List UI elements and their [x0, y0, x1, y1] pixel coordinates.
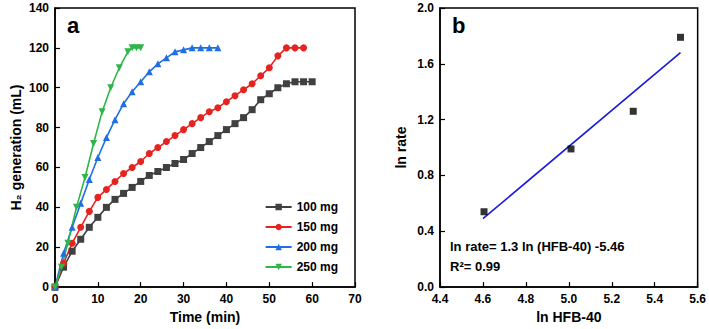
svg-text:70: 70	[348, 292, 362, 306]
svg-text:5.6: 5.6	[689, 292, 706, 306]
svg-text:200 mg: 200 mg	[297, 240, 338, 254]
svg-text:ln rate= 1.3 ln (HFB-40) -5.46: ln rate= 1.3 ln (HFB-40) -5.46	[450, 239, 624, 254]
svg-text:250 mg: 250 mg	[297, 260, 338, 274]
svg-text:a: a	[67, 13, 80, 38]
svg-text:40: 40	[36, 200, 50, 214]
svg-text:1.2: 1.2	[417, 113, 434, 127]
svg-text:80: 80	[36, 121, 50, 135]
svg-text:0: 0	[52, 292, 59, 306]
svg-text:50: 50	[263, 292, 277, 306]
svg-text:5.0: 5.0	[560, 292, 577, 306]
svg-text:40: 40	[220, 292, 234, 306]
svg-text:0.0: 0.0	[417, 280, 434, 295]
svg-text:R²= 0.99: R²= 0.99	[450, 259, 500, 274]
svg-text:1.6: 1.6	[417, 57, 434, 71]
svg-text:Time (min): Time (min)	[170, 309, 241, 325]
svg-text:60: 60	[305, 292, 319, 306]
svg-text:0: 0	[42, 280, 49, 294]
svg-text:H₂ generation (mL): H₂ generation (mL)	[8, 85, 24, 211]
svg-text:ln rate: ln rate	[393, 126, 409, 168]
svg-text:4.6: 4.6	[475, 292, 492, 306]
svg-text:140: 140	[29, 1, 49, 15]
svg-text:100 mg: 100 mg	[297, 200, 338, 214]
svg-text:ln HFB-40: ln HFB-40	[536, 309, 602, 325]
svg-text:5.4: 5.4	[646, 292, 663, 306]
svg-text:4.8: 4.8	[518, 292, 535, 306]
svg-text:120: 120	[29, 41, 49, 55]
svg-text:b: b	[452, 13, 465, 38]
svg-text:10: 10	[91, 292, 105, 306]
svg-text:2.0: 2.0	[417, 1, 434, 15]
svg-text:20: 20	[134, 292, 148, 306]
svg-text:0.4: 0.4	[417, 224, 434, 238]
svg-text:150 mg: 150 mg	[297, 220, 338, 234]
svg-text:0.8: 0.8	[417, 168, 434, 182]
svg-text:60: 60	[36, 160, 50, 174]
svg-text:100: 100	[29, 81, 49, 95]
svg-text:20: 20	[36, 240, 50, 254]
svg-text:30: 30	[177, 292, 191, 306]
svg-text:4.4: 4.4	[432, 292, 449, 306]
svg-text:5.2: 5.2	[603, 292, 620, 306]
